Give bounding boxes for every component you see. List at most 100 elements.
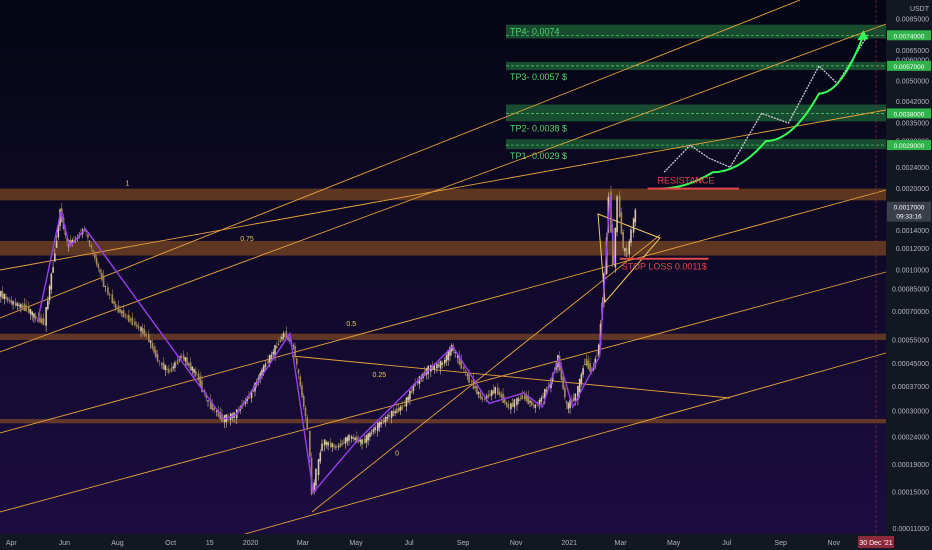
channel-line <box>0 23 887 353</box>
candle-body <box>584 364 586 365</box>
candle-body <box>436 363 438 369</box>
forecast-arrow-curve <box>659 34 865 190</box>
candle-body <box>189 362 192 371</box>
candle-body <box>23 303 26 312</box>
candle-body <box>272 351 275 355</box>
candle-body <box>20 304 22 308</box>
candle-body <box>481 397 483 400</box>
candle-body <box>464 370 467 372</box>
candle-body <box>594 358 597 366</box>
candle-body <box>410 390 413 394</box>
candle-body <box>172 366 174 369</box>
candle-body <box>3 293 6 299</box>
candle-body <box>356 436 358 443</box>
candle-body <box>274 345 276 355</box>
candle-body <box>577 385 579 400</box>
candle-body <box>69 240 72 245</box>
price-tick-label: 0.00045000 <box>892 361 929 368</box>
candle-body <box>252 390 255 392</box>
support-resistance-bands <box>0 188 886 424</box>
candle-body <box>489 394 491 396</box>
candle-body <box>264 363 267 367</box>
candle-body <box>289 338 291 342</box>
candle-body <box>99 269 101 273</box>
candle-body <box>383 421 385 422</box>
candle-body <box>376 422 379 431</box>
candle-body <box>292 345 295 346</box>
candle-body <box>519 398 522 400</box>
candle-body <box>90 244 93 248</box>
price-tick-label: 0.0010000 <box>896 267 929 274</box>
candle-body <box>10 300 13 304</box>
key-levels: RESISTANCE STOP LOSS 0.0011$ <box>619 176 739 272</box>
channel-line <box>0 0 801 319</box>
candle-body <box>215 410 218 412</box>
current-date-tag <box>858 536 894 548</box>
channel-line <box>0 189 887 434</box>
candle-body <box>12 301 14 305</box>
candle-body <box>31 311 34 316</box>
candle-body <box>7 298 9 300</box>
candle-body <box>88 240 91 242</box>
candle-body <box>363 438 366 444</box>
candle-body <box>622 231 624 249</box>
candle-body <box>131 317 134 326</box>
time-tick-label: Jul <box>405 540 414 547</box>
candle-body <box>632 218 635 233</box>
candle-body <box>323 439 326 446</box>
take-profit-label: TP3- 0.0057 $ <box>510 72 567 82</box>
candle-body <box>325 441 328 445</box>
candle-body <box>16 303 19 306</box>
channel-line <box>291 355 731 399</box>
candle-body <box>262 365 265 372</box>
candle-body <box>630 229 632 243</box>
time-tick-label: Apr <box>6 540 18 547</box>
candle-body <box>18 305 20 306</box>
candle-body <box>386 416 389 419</box>
candle-body <box>567 403 570 409</box>
candle-body <box>344 437 347 444</box>
resistance-label: RESISTANCE <box>658 176 715 186</box>
candle-body <box>66 238 68 242</box>
price-tick-label: 0.00085000 <box>892 286 929 293</box>
candle-body <box>456 354 459 358</box>
trend-channel-lines <box>0 0 887 535</box>
time-tick-label: Oct <box>165 540 176 547</box>
take-profit-axis-tag <box>887 60 931 71</box>
candle-body <box>401 405 403 410</box>
time-axis[interactable]: Apr Jun Aug Oct 15 2020 Mar May Jul Sep Nov 2021 Mar… <box>0 534 932 550</box>
candle-body <box>445 355 448 362</box>
price-tick-label: 0.00070000 <box>892 309 929 316</box>
purple-swing-lines <box>36 194 616 494</box>
candle-body <box>477 392 480 394</box>
candle-body <box>399 406 402 411</box>
price-tick-label: 0.0024000 <box>896 165 929 172</box>
candle-body <box>544 388 546 399</box>
candle-body <box>416 381 419 383</box>
time-tick-label: May <box>667 540 681 547</box>
candle-body <box>513 399 516 408</box>
candle-body <box>545 390 548 392</box>
candle-body <box>209 400 212 410</box>
candle-body <box>164 364 167 371</box>
candle-body <box>582 368 584 375</box>
candle-body <box>42 318 45 326</box>
candle-body <box>534 404 537 408</box>
candle-body <box>161 363 163 365</box>
price-axis[interactable]: USDT 0.0085000 0.0065000 0.0060000 0.005000… <box>886 0 932 534</box>
candle-body <box>497 387 499 395</box>
candle-body <box>153 346 155 353</box>
candle-body <box>219 412 221 420</box>
candle-body <box>149 340 152 344</box>
candle-body <box>281 337 283 340</box>
price-tick-label: 0.00015000 <box>892 490 929 497</box>
candle-body <box>380 422 383 425</box>
take-profit-label: TP2- 0.0038 $ <box>510 123 567 133</box>
candle-body <box>414 383 416 387</box>
candle-body <box>331 443 334 448</box>
candle-body <box>176 360 179 365</box>
candle-body <box>261 369 263 376</box>
candle-body <box>468 374 470 383</box>
candle-body <box>21 305 24 308</box>
